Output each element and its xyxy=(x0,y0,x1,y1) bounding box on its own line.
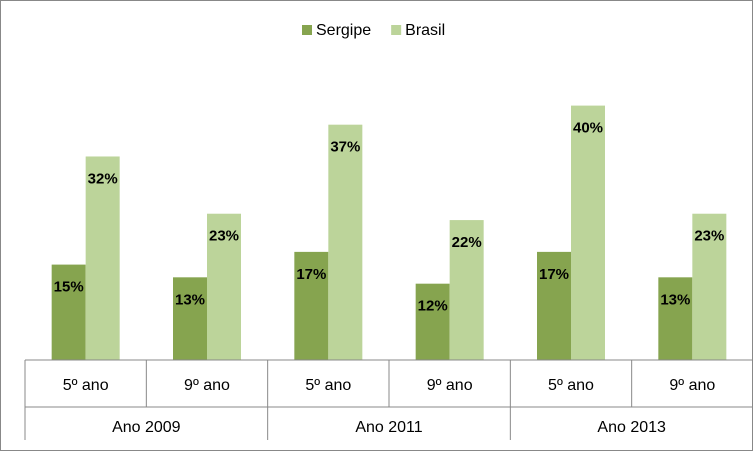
bar xyxy=(51,264,86,360)
x-tick-label: 9º ano xyxy=(184,377,230,394)
data-label: 13% xyxy=(660,291,690,308)
bar xyxy=(85,156,120,360)
x-group-label: Ano 2009 xyxy=(112,419,181,436)
data-label: 12% xyxy=(418,298,448,315)
data-label: 23% xyxy=(694,228,724,245)
data-label: 22% xyxy=(452,234,482,251)
bar xyxy=(207,213,241,360)
bar xyxy=(415,283,450,360)
legend-label: Brasil xyxy=(405,22,445,39)
legend-label: Sergipe xyxy=(316,22,371,39)
x-tick-label: 9º ano xyxy=(669,377,715,394)
data-label: 40% xyxy=(573,120,603,137)
data-label: 13% xyxy=(175,291,205,308)
legend-swatch xyxy=(302,25,312,35)
bar xyxy=(294,251,329,360)
x-tick-label: 9º ano xyxy=(427,377,473,394)
bar xyxy=(692,213,727,360)
data-label: 15% xyxy=(54,279,84,296)
x-group-label: Ano 2011 xyxy=(355,419,422,436)
bar xyxy=(537,251,571,360)
data-label: 37% xyxy=(330,139,360,156)
legend-swatch xyxy=(391,25,402,35)
bar xyxy=(173,277,207,360)
bar xyxy=(658,277,693,360)
data-label: 17% xyxy=(539,266,569,283)
bar xyxy=(328,124,363,361)
bar xyxy=(449,220,484,360)
x-group-label: Ano 2013 xyxy=(597,419,666,436)
x-tick-label: 5º ano xyxy=(305,377,351,394)
data-label: 17% xyxy=(296,266,326,283)
data-label: 32% xyxy=(88,170,118,187)
data-label: 23% xyxy=(209,228,239,245)
x-tick-label: 5º ano xyxy=(63,377,109,394)
x-tick-label: 5º ano xyxy=(548,377,594,394)
bar xyxy=(571,105,605,360)
